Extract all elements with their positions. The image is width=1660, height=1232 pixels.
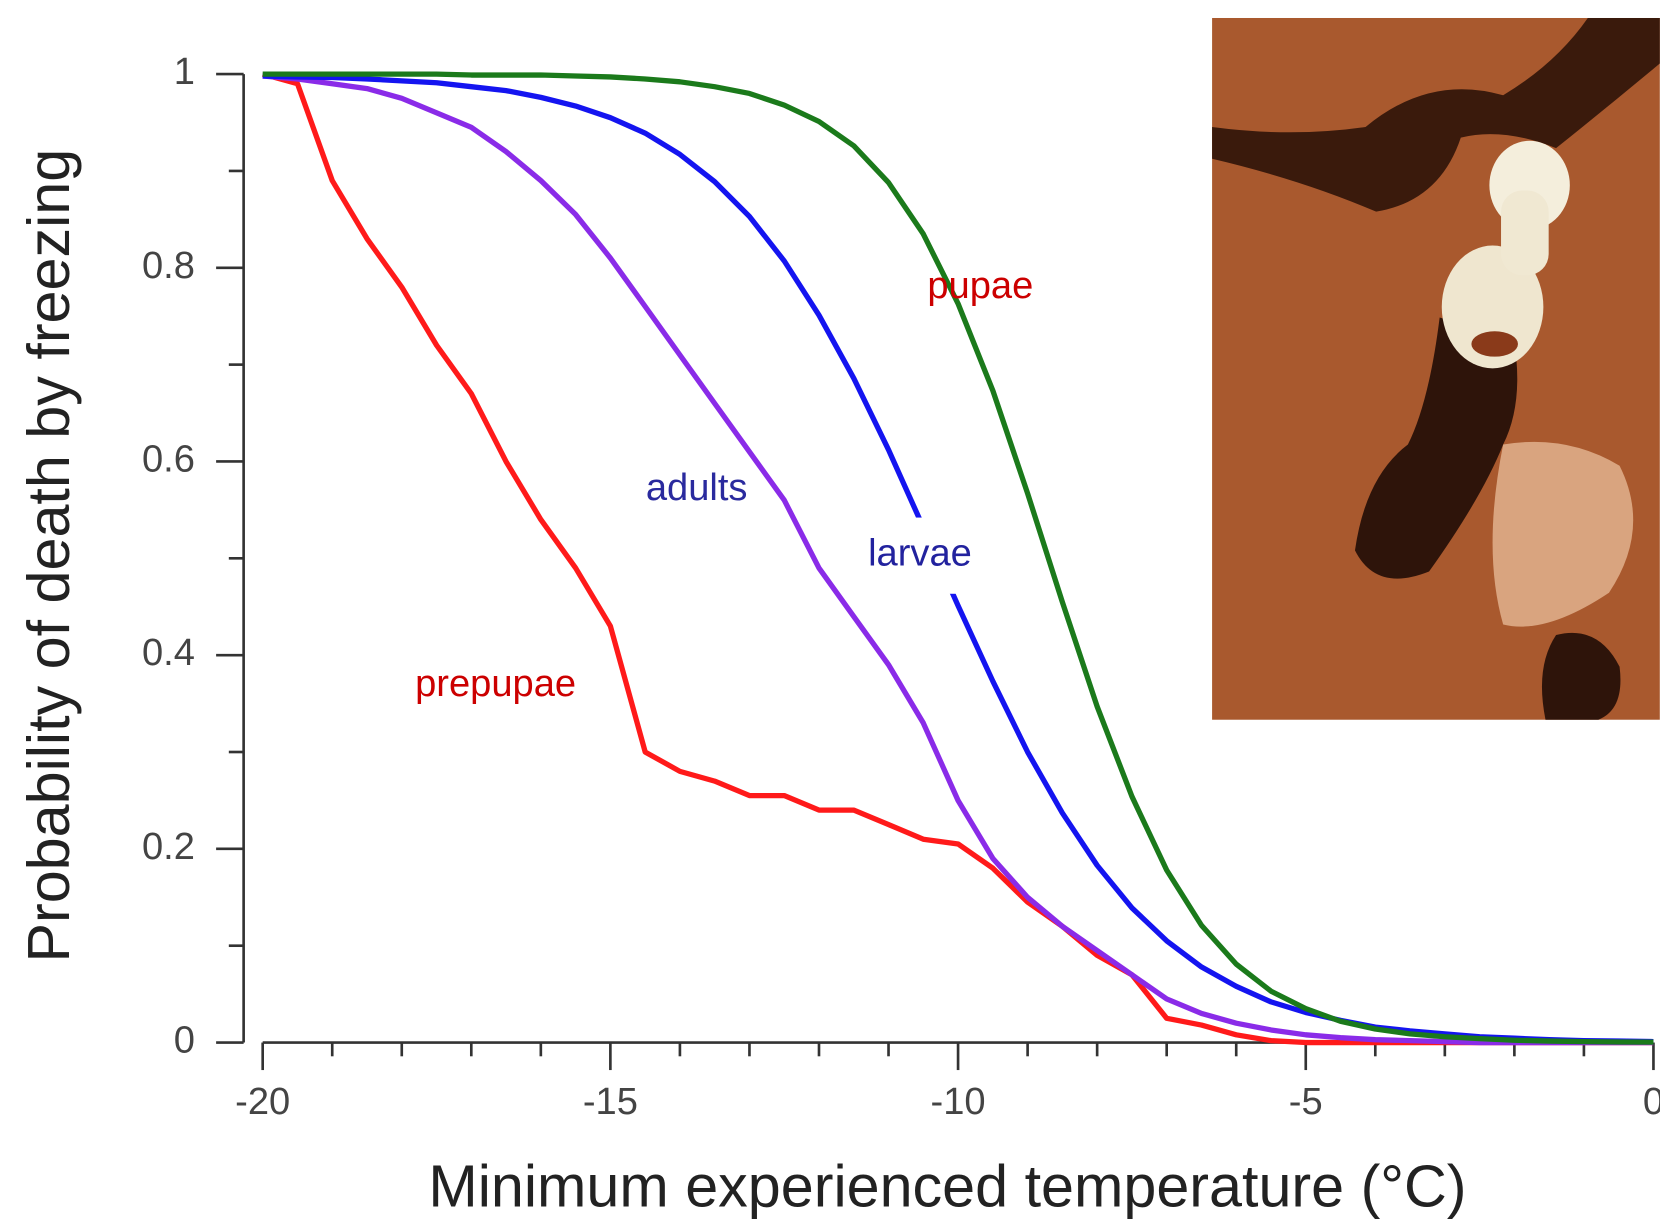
x-axis-title: Minimum experienced temperature (°C) — [428, 1152, 1466, 1219]
y-axis-title: Probability of death by freezing — [15, 149, 82, 963]
x-tick-label: 0 — [1643, 1081, 1660, 1123]
curve-label: prepupae — [415, 663, 576, 705]
y-tick-label: 0.8 — [142, 245, 195, 287]
x-tick-label: -5 — [1289, 1081, 1323, 1123]
curve-label: adults — [646, 467, 748, 509]
x-tick-label: -10 — [931, 1081, 986, 1123]
x-tick-label: -15 — [583, 1081, 638, 1123]
y-tick-label: 0.6 — [142, 439, 195, 481]
y-tick-label: 1 — [174, 51, 195, 93]
chart: Probability of death by freezing Minimum… — [0, 0, 1660, 1232]
curve-label: larvae — [868, 533, 972, 575]
inset-photo — [1212, 18, 1660, 720]
curve-label: pupae — [927, 265, 1033, 307]
y-tick-label: 0.4 — [142, 632, 195, 674]
y-tick-label: 0 — [174, 1020, 195, 1062]
y-tick-label: 0.2 — [142, 826, 195, 868]
x-tick-label: -20 — [235, 1081, 290, 1123]
